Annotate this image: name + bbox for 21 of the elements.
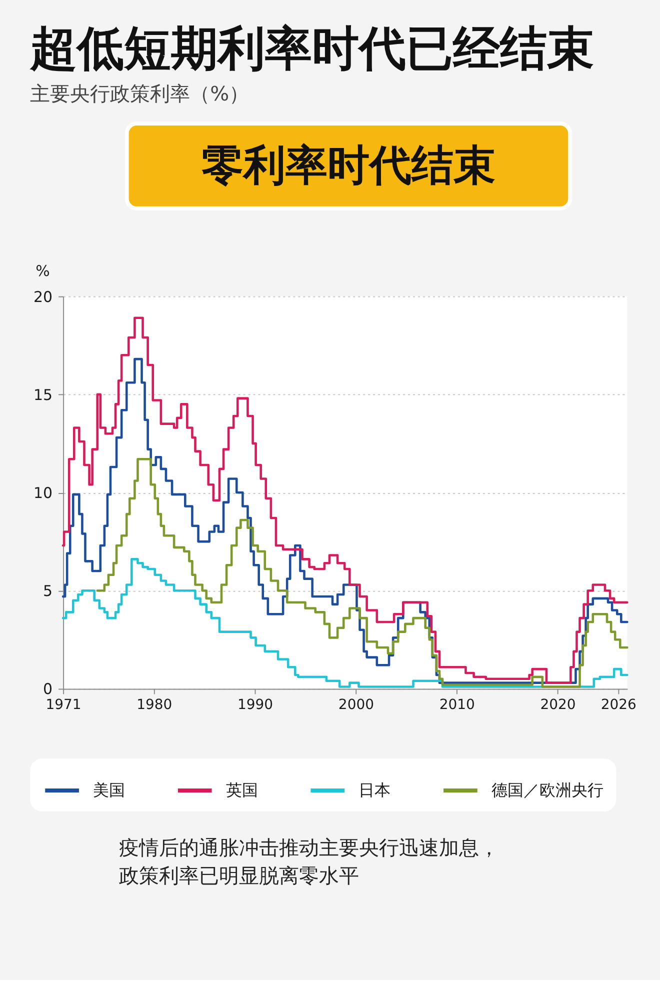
y-tick-label: 20	[34, 288, 53, 306]
y-tick-label: 10	[34, 484, 53, 502]
x-tick-label: 2026	[600, 697, 636, 714]
legend-label: 美国	[93, 780, 125, 800]
x-tick-label: 1980	[136, 697, 172, 714]
x-tick-label: 2000	[338, 697, 374, 714]
x-tick-label: 2020	[540, 697, 576, 714]
x-tick-label: 1971	[46, 697, 82, 714]
y-tick-label: 5	[43, 582, 53, 600]
legend-label: 日本	[358, 780, 391, 800]
text: 疫情后的通胀冲击推动主要央行迅速加息，政策利率已明显脱离零水平	[118, 835, 499, 888]
y-axis-title: %	[36, 262, 50, 280]
x-tick-label: 1990	[238, 697, 274, 714]
y-tick-label: 0	[43, 680, 53, 698]
y-tick-label: 15	[34, 386, 53, 404]
x-tick-label: 2010	[439, 697, 475, 714]
chart-title: 超低短期利率时代已经结束	[29, 22, 594, 77]
legend-label: 英国	[226, 780, 258, 800]
legend-label: 德国／欧洲央行	[491, 780, 604, 800]
text: 零利率时代结束	[201, 140, 496, 190]
chart-subtitle: 主要央行政策利率（%）	[30, 82, 250, 106]
